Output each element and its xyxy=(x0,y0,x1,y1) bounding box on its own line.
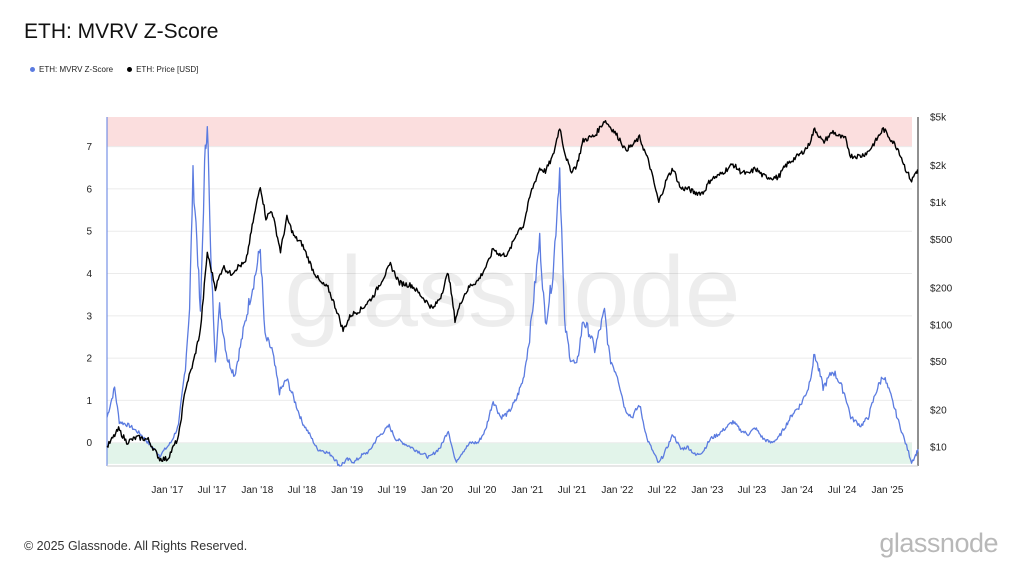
price-series-line xyxy=(106,120,919,462)
x-tick-label: Jul '19 xyxy=(378,485,407,496)
x-tick-label: Jan '22 xyxy=(601,485,633,496)
x-tick-label: Jan '17 xyxy=(151,485,183,496)
legend-swatch-price xyxy=(127,67,133,72)
y-left-tick-label: 5 xyxy=(86,227,92,238)
x-tick-label: Jan '25 xyxy=(871,485,903,496)
legend-label-zscore: ETH: MVRV Z-Score xyxy=(39,65,114,74)
y-left-tick-label: 2 xyxy=(86,354,92,365)
legend-label-price: ETH: Price [USD] xyxy=(136,65,199,74)
x-tick-label: Jul '17 xyxy=(198,485,227,496)
legend-item-zscore[interactable]: ETH: MVRV Z-Score xyxy=(30,65,113,74)
overvalued-band xyxy=(107,117,912,147)
y-left-tick-label: 4 xyxy=(86,269,92,280)
chart-title: ETH: MVRV Z-Score xyxy=(24,20,219,43)
x-tick-label: Jan '18 xyxy=(241,485,273,496)
chart-axes xyxy=(106,117,919,467)
x-tick-label: Jul '24 xyxy=(828,485,857,496)
y-right-tick-label: $200 xyxy=(930,283,953,294)
x-tick-label: Jul '22 xyxy=(648,485,677,496)
x-tick-label: Jan '20 xyxy=(421,485,453,496)
copyright-footer: © 2025 Glassnode. All Rights Reserved. xyxy=(24,539,248,553)
zscore-series-line xyxy=(106,125,919,467)
x-tick-label: Jan '19 xyxy=(331,485,363,496)
legend-swatch-zscore xyxy=(30,67,35,72)
chart-legend[interactable]: ETH: MVRV Z-Score ETH: Price [USD] xyxy=(30,65,198,74)
legend-item-price[interactable]: ETH: Price [USD] xyxy=(127,65,198,74)
y-right-tick-label: $20 xyxy=(930,406,947,417)
y-left-tick-label: 1 xyxy=(86,396,92,407)
undervalued-band xyxy=(107,442,912,464)
y-left-tick-label: 7 xyxy=(86,142,92,153)
y-left-tick-label: 6 xyxy=(86,184,92,195)
x-tick-label: Jul '20 xyxy=(468,485,497,496)
chart-grid xyxy=(107,146,912,444)
chart-canvas[interactable]: glassnode 0 1 2 3 4 5 6 7 $10 $20 $50 $100 $200 $500 $… xyxy=(0,0,1024,500)
x-tick-label: Jan '23 xyxy=(691,485,723,496)
y-right-tick-label: $50 xyxy=(930,357,947,368)
y-right-tick-label: $1k xyxy=(930,198,947,209)
x-tick-label: Jul '21 xyxy=(558,485,587,496)
x-tick-label: Jul '23 xyxy=(738,485,767,496)
chart-ticks: 0 1 2 3 4 5 6 7 $10 $20 $50 $100 $200 $500 $1k $2k $5k Ja… xyxy=(86,113,952,497)
x-tick-label: Jan '24 xyxy=(781,485,813,496)
chart-series xyxy=(106,120,919,467)
brand-logo: glassnode xyxy=(879,528,998,558)
y-right-tick-label: $500 xyxy=(930,235,953,246)
chart-bands xyxy=(107,117,912,464)
watermark: glassnode xyxy=(285,236,741,348)
x-tick-label: Jan '21 xyxy=(511,485,543,496)
y-right-tick-label: $2k xyxy=(930,161,947,172)
y-right-tick-label: $5k xyxy=(930,113,947,124)
y-left-tick-label: 3 xyxy=(86,311,92,322)
y-right-tick-label: $10 xyxy=(930,443,947,454)
y-left-tick-label: 0 xyxy=(86,438,92,449)
x-tick-label: Jul '18 xyxy=(288,485,317,496)
y-right-tick-label: $100 xyxy=(930,320,953,331)
